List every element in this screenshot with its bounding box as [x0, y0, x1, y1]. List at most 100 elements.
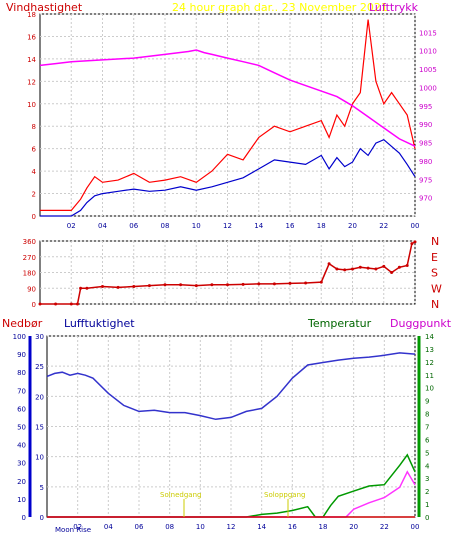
- direction-point: [304, 281, 308, 285]
- rain-tick-label: 60: [17, 405, 26, 413]
- humidity-tick-label: 20: [35, 393, 44, 401]
- rain-tick-label: 80: [17, 369, 26, 377]
- pressure-tick-label: 970: [419, 195, 432, 203]
- wind-tick-label: 2: [32, 191, 36, 199]
- rain-tick-label: 70: [17, 387, 26, 395]
- wind-tick-label: 16: [27, 33, 36, 41]
- wind-x-tick-label: 00: [411, 222, 420, 230]
- humidity-x-tick-label: 12: [227, 523, 236, 531]
- wind-tick-label: 10: [27, 101, 36, 109]
- direction-point: [257, 282, 261, 286]
- direction-tick-label: 0: [32, 301, 36, 309]
- pressure-title: Lufttrykk: [369, 1, 419, 14]
- direction-compass-label: S: [431, 267, 438, 280]
- temperature-tick-label: 11: [425, 372, 434, 380]
- wind-x-tick-label: 06: [129, 222, 138, 230]
- humidity-tick-label: 30: [35, 333, 44, 341]
- wind-tick-label: 14: [27, 56, 36, 64]
- temperature-tick-label: 14: [425, 333, 434, 341]
- pressure-tick-label: 1015: [419, 29, 437, 37]
- direction-compass-label: N: [431, 235, 439, 248]
- pressure-tick-label: 1000: [419, 84, 437, 92]
- pressure-tick-label: 1010: [419, 48, 437, 56]
- wind-x-tick-label: 14: [254, 222, 263, 230]
- direction-point: [85, 286, 89, 290]
- pressure-tick-label: 1005: [419, 66, 437, 74]
- temperature-title: Temperatur: [307, 317, 372, 330]
- wind-tick-label: 18: [27, 11, 36, 19]
- temperature-tick-label: 7: [425, 424, 429, 432]
- wind-tick-label: 4: [32, 168, 37, 176]
- direction-compass-label: W: [431, 282, 442, 295]
- direction-point: [54, 302, 58, 306]
- direction-point: [116, 285, 120, 289]
- humidity-x-tick-label: 06: [135, 523, 144, 531]
- rain-tick-label: 10: [17, 496, 26, 504]
- dewpoint-title: Duggpunkt: [390, 317, 452, 330]
- direction-point: [288, 281, 292, 285]
- wind-title: Vindhastighet: [6, 1, 83, 14]
- wind-x-tick-label: 04: [98, 222, 107, 230]
- temperature-tick-label: 3: [425, 475, 429, 483]
- temperature-tick-label: 0: [425, 514, 429, 522]
- pressure-tick-label: 980: [419, 158, 432, 166]
- humidity-tick-label: 10: [35, 454, 44, 462]
- avg_wind-line: [40, 139, 416, 217]
- direction-point: [319, 280, 323, 284]
- direction-point: [390, 271, 394, 274]
- direction-line: [40, 241, 416, 305]
- direction-point: [194, 284, 198, 288]
- direction-compass-label: E: [431, 251, 438, 264]
- humidity-x-tick-label: 04: [104, 523, 113, 531]
- direction-point: [343, 268, 347, 272]
- humidity-tick-label: 25: [35, 363, 44, 371]
- wind-x-tick-label: 02: [67, 222, 76, 230]
- sunrise-annotation: Soloppgang: [264, 491, 305, 499]
- rain-tick-label: 40: [17, 442, 26, 450]
- wind-x-tick-label: 22: [379, 222, 388, 230]
- rain-tick-label: 90: [17, 351, 26, 359]
- humidity-tick-label: 15: [35, 424, 44, 432]
- humidity-x-tick-label: 00: [411, 523, 420, 531]
- direction-point: [226, 283, 229, 287]
- pressure-line: [39, 49, 416, 147]
- humidity-x-tick-label: 18: [319, 523, 328, 531]
- rain-title: Nedbør: [2, 317, 43, 330]
- direction-point: [335, 267, 339, 271]
- chart-title: 24 hour graph dar.. 23 November 2021: [172, 1, 388, 14]
- wind-tick-label: 8: [32, 123, 36, 131]
- temperature-tick-label: 12: [425, 359, 434, 367]
- wind-x-tick-label: 18: [317, 222, 326, 230]
- direction-tick-label: 360: [23, 238, 36, 246]
- humidity-x-tick-label: 10: [196, 523, 205, 531]
- pressure-tick-label: 990: [419, 121, 432, 129]
- direction-point: [351, 267, 354, 271]
- direction-point: [382, 264, 386, 268]
- humidity-x-tick-label: 22: [380, 523, 389, 531]
- direction-tick-label: 180: [23, 270, 36, 278]
- pressure-tick-label: 975: [419, 176, 432, 184]
- temperature-tick-label: 8: [425, 411, 429, 419]
- temperature-tick-label: 4: [425, 462, 430, 470]
- sunset-annotation: Solnedgang: [160, 491, 201, 499]
- temperature-tick-label: 13: [425, 346, 434, 354]
- wind-tick-label: 6: [32, 146, 37, 154]
- direction-point: [405, 264, 409, 267]
- direction-compass-label: N: [431, 298, 439, 311]
- direction-point: [410, 242, 414, 246]
- wind-x-tick-label: 08: [161, 222, 170, 230]
- temperature-tick-label: 10: [425, 385, 434, 393]
- direction-point: [397, 265, 401, 269]
- moonrise-annotation: Moon Rise: [55, 526, 91, 534]
- direction-point: [272, 282, 276, 286]
- wind-tick-label: 0: [32, 213, 36, 221]
- humidity-x-tick-label: 14: [257, 523, 266, 531]
- direction-point: [101, 285, 104, 288]
- humidity-tick-label: 0: [40, 514, 44, 522]
- direction-tick-label: 270: [23, 254, 36, 262]
- temperature-tick-label: 5: [425, 449, 429, 457]
- direction-point: [38, 302, 42, 306]
- direction-point: [241, 282, 245, 286]
- humidity-x-tick-label: 16: [288, 523, 297, 531]
